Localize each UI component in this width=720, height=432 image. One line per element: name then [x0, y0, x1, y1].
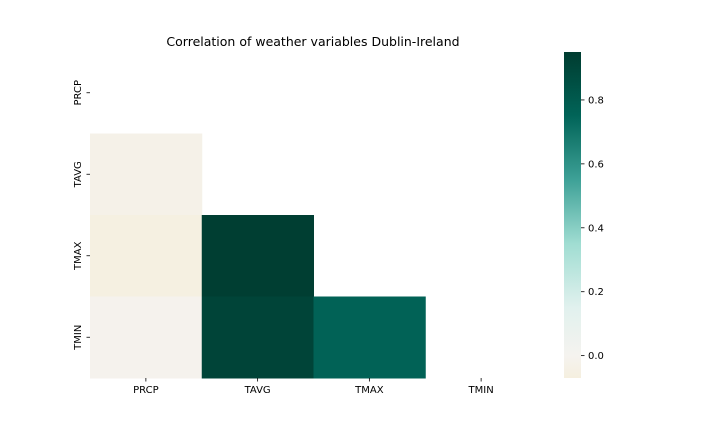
heatmap-cells: [90, 133, 426, 379]
chart-title: Correlation of weather variables Dublin-…: [166, 34, 459, 49]
heatmap-cell-tmin-tmax: [313, 296, 426, 379]
x-tick-label: TMIN: [468, 385, 494, 396]
colorbar-tick-label: 0.0: [588, 351, 604, 362]
heatmap-cell-tmax-prcp: [90, 215, 203, 297]
colorbar: [564, 52, 581, 378]
heatmap-cell-tmax-tavg: [201, 215, 314, 297]
colorbar-tick-label: 0.4: [588, 223, 604, 234]
colorbar-tick-label: 0.2: [588, 287, 604, 298]
y-tick-label: PRCP: [73, 80, 84, 106]
colorbar-tick-label: 0.8: [588, 95, 604, 106]
heatmap-cell-tmin-tavg: [201, 296, 314, 379]
heatmap-cell-tavg-prcp: [90, 133, 203, 216]
heatmap-cell-tmin-prcp: [90, 296, 203, 379]
y-axis-ticks: PRCP TAVG TMAX TMIN: [73, 80, 90, 351]
colorbar-tick-label: 0.6: [588, 159, 604, 170]
y-tick-label: TMAX: [73, 241, 84, 271]
x-tick-label: TMAX: [354, 385, 384, 396]
x-tick-label: PRCP: [133, 385, 159, 396]
y-tick-label: TMIN: [73, 325, 84, 351]
x-axis-ticks: PRCP TAVG TMAX TMIN: [133, 378, 494, 396]
x-tick-label: TAVG: [244, 385, 271, 396]
colorbar-ticks: 0.0 0.2 0.4 0.6 0.8: [581, 95, 604, 362]
y-tick-label: TAVG: [73, 161, 84, 188]
